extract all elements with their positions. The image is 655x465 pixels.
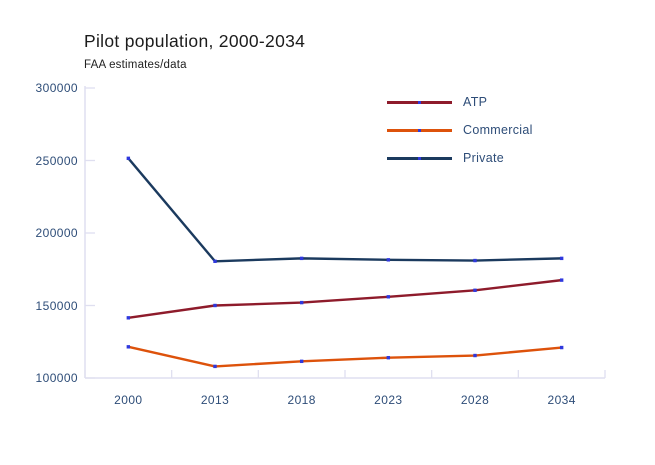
x-tick-label-2018: 2018 [287,393,316,407]
data-point-atp-2013 [213,303,217,308]
data-point-private-2018 [299,256,304,261]
x-tick-label-2034: 2034 [547,393,576,407]
data-point-commercial-2023 [386,356,391,360]
data-point-commercial-2013 [213,364,217,369]
legend-marker-dot [418,100,421,104]
y-tick-label-100000: 100000 [35,371,78,385]
legend-swatch-atp [387,100,452,104]
x-tick-label-2000: 2000 [114,393,143,407]
legend-label-atp: ATP [463,95,488,109]
series-line-private [127,157,562,263]
data-point-atp-2018 [299,300,304,305]
legend-marker-dot [418,128,421,132]
y-tick-label-300000: 300000 [35,81,78,95]
data-point-commercial-2018 [299,359,304,364]
data-point-atp-2028 [473,288,477,292]
y-tick-label-200000: 200000 [35,226,78,240]
legend-label-commercial: Commercial [463,123,533,137]
data-point-atp-2034 [559,278,564,282]
legend-marker-dot [418,156,421,160]
chart-title: Pilot population, 2000-2034 [84,31,306,51]
legend-item-private: Private [387,144,533,172]
y-tick-label-150000: 150000 [35,298,78,313]
legend-swatch-commercial [387,128,452,132]
legend-swatch-private [387,156,452,160]
legend: ATP Commercial Private [387,88,533,172]
data-point-commercial-2000 [126,345,131,349]
series-line-commercial [128,345,562,368]
x-tick-label-2028: 2028 [460,393,490,407]
data-point-private-2034 [559,256,564,261]
y-tick-label-250000: 250000 [35,153,78,168]
legend-item-commercial: Commercial [387,116,533,144]
data-point-private-2013 [213,259,217,263]
data-point-commercial-2034 [559,345,564,350]
data-point-private-2023 [386,258,391,262]
chart-subtitle: FAA estimates/data [84,59,187,71]
series-line-atp [128,278,562,320]
data-point-atp-2023 [386,295,391,299]
data-point-commercial-2028 [473,353,477,358]
x-tick-label-2013: 2013 [200,393,230,407]
x-tick-label-2023: 2023 [374,393,403,407]
data-point-private-2028 [473,258,477,263]
legend-item-atp: ATP [387,88,533,116]
legend-label-private: Private [463,151,505,165]
data-point-atp-2000 [126,316,131,320]
data-point-private-2000 [126,156,131,161]
